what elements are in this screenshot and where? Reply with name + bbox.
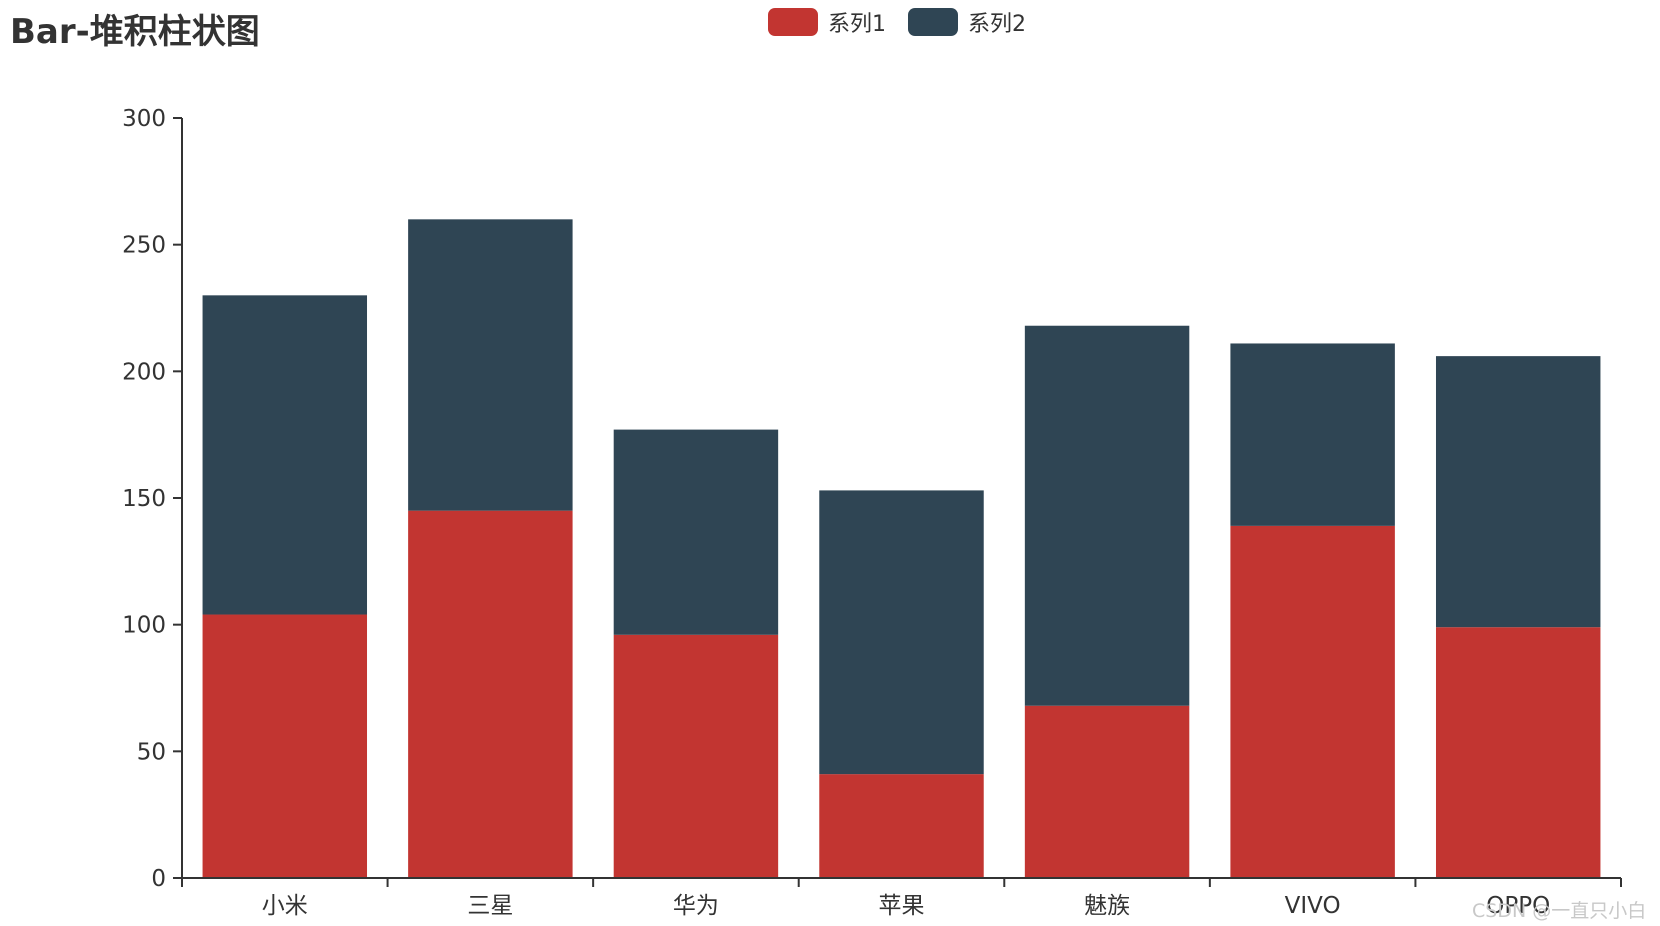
bar-2-2[interactable] bbox=[408, 219, 573, 511]
x-tick-label-2: 三星 bbox=[467, 893, 513, 919]
x-tick-label-7: OPPO bbox=[1486, 893, 1550, 919]
bar-1-6[interactable] bbox=[1230, 525, 1395, 878]
bar-2-7[interactable] bbox=[1435, 356, 1601, 628]
legend-label-series-2: 系列2 bbox=[968, 12, 1026, 37]
x-tick-label-3: 华为 bbox=[673, 893, 719, 919]
bar-1-5[interactable] bbox=[1024, 705, 1190, 878]
legend-label-series-1: 系列1 bbox=[828, 12, 886, 37]
bar-2-6[interactable] bbox=[1230, 343, 1395, 526]
x-tick-label-4: 苹果 bbox=[879, 893, 925, 919]
watermark: CSDN @一直只小白 bbox=[1472, 900, 1647, 922]
legend-item-series-1[interactable]: 系列1 bbox=[768, 6, 886, 38]
bar-1-7[interactable] bbox=[1435, 627, 1601, 878]
y-tick-label-3: 100 bbox=[122, 613, 166, 639]
chart-title: Bar-堆积柱状图 bbox=[10, 12, 260, 52]
bar-1-4[interactable] bbox=[819, 774, 984, 878]
x-tick-label-6: VIVO bbox=[1285, 893, 1341, 919]
legend: 系列1 系列2 bbox=[768, 6, 1026, 38]
x-tick-label-5: 魅族 bbox=[1084, 893, 1130, 919]
y-tick-label-6: 250 bbox=[122, 233, 166, 259]
bar-2-4[interactable] bbox=[819, 490, 984, 775]
bar-1-3[interactable] bbox=[613, 634, 779, 878]
y-tick-label-1: 0 bbox=[151, 866, 166, 892]
legend-item-series-2[interactable]: 系列2 bbox=[908, 6, 1026, 38]
bars-layer bbox=[202, 219, 1601, 878]
bar-2-1[interactable] bbox=[202, 295, 368, 615]
bar-2-5[interactable] bbox=[1024, 325, 1190, 706]
legend-swatch-series-2 bbox=[908, 8, 958, 36]
bar-1-1[interactable] bbox=[202, 614, 368, 878]
x-tick-label-1: 小米 bbox=[262, 893, 308, 919]
bar-2-3[interactable] bbox=[613, 429, 779, 635]
legend-swatch-series-1 bbox=[768, 8, 818, 36]
y-tick-label-5: 200 bbox=[122, 359, 166, 385]
y-tick-label-4: 150 bbox=[122, 486, 166, 512]
axes-layer: 0 50 100 150 200 250 300 小米 三星 华为 苹果 魅族 VIVO OPPO bbox=[122, 106, 1622, 919]
bar-1-2[interactable] bbox=[408, 510, 573, 878]
y-tick-label-2: 50 bbox=[137, 739, 166, 765]
y-tick-label-7: 300 bbox=[122, 106, 166, 132]
